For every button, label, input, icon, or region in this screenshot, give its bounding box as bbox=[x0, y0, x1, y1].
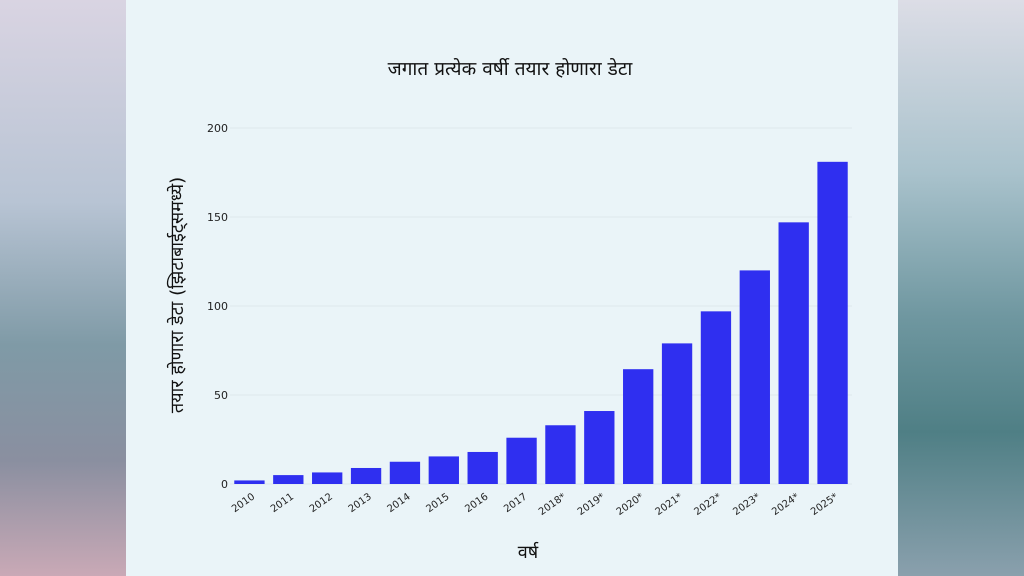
right-blur-background bbox=[898, 0, 1024, 576]
y-tick-label: 100 bbox=[207, 300, 228, 313]
bar bbox=[428, 456, 459, 484]
bar bbox=[312, 472, 343, 484]
bar bbox=[234, 480, 265, 484]
x-tick-label: 2023* bbox=[731, 491, 762, 517]
x-tick-label: 2010 bbox=[230, 491, 257, 515]
bar bbox=[350, 467, 382, 484]
y-tick-label: 0 bbox=[221, 478, 228, 491]
x-tick-label: 2020* bbox=[615, 491, 646, 517]
y-axis-label: तयार होणारा डेटा (झिटाबाईट्समध्ये) bbox=[166, 177, 188, 413]
bar bbox=[584, 411, 615, 484]
x-tick-labels: 2010 2011 2012 2013 2014 2015 2016 2017 2018* 201… bbox=[230, 491, 840, 517]
x-tick-label: 2021* bbox=[654, 491, 685, 517]
bar bbox=[700, 311, 732, 484]
x-tick-label: 2025* bbox=[809, 491, 840, 517]
bar bbox=[661, 343, 693, 484]
bars bbox=[234, 161, 848, 484]
x-tick-label: 2015 bbox=[424, 491, 451, 515]
x-tick-label: 2014 bbox=[385, 491, 412, 515]
x-tick-label: 2022* bbox=[692, 491, 723, 517]
bar bbox=[623, 369, 654, 484]
bar bbox=[467, 451, 498, 484]
y-tick-labels: 0 50 100 150 200 bbox=[207, 122, 228, 491]
bar bbox=[273, 475, 304, 484]
bar bbox=[817, 161, 848, 484]
x-tick-label: 2019* bbox=[576, 491, 607, 517]
x-tick-label: 2017 bbox=[502, 491, 529, 515]
y-tick-label: 200 bbox=[207, 122, 228, 135]
y-tick-label: 150 bbox=[207, 211, 228, 224]
bar bbox=[545, 425, 576, 484]
x-tick-label: 2011 bbox=[269, 491, 296, 515]
x-tick-label: 2024* bbox=[770, 491, 801, 517]
bar bbox=[506, 437, 537, 484]
y-tick-label: 50 bbox=[214, 389, 228, 402]
bar bbox=[739, 270, 770, 484]
x-axis-label: वर्ष bbox=[518, 541, 539, 563]
x-tick-label: 2012 bbox=[308, 491, 335, 515]
left-blur-background bbox=[0, 0, 126, 576]
x-tick-label: 2018* bbox=[537, 491, 568, 517]
bar bbox=[778, 222, 809, 484]
chart-title: जगात प्रत्येक वर्षी तयार होणारा डेटा bbox=[388, 57, 634, 80]
x-tick-label: 2016 bbox=[463, 491, 490, 515]
x-tick-label: 2013 bbox=[347, 491, 374, 515]
bar bbox=[389, 461, 421, 484]
